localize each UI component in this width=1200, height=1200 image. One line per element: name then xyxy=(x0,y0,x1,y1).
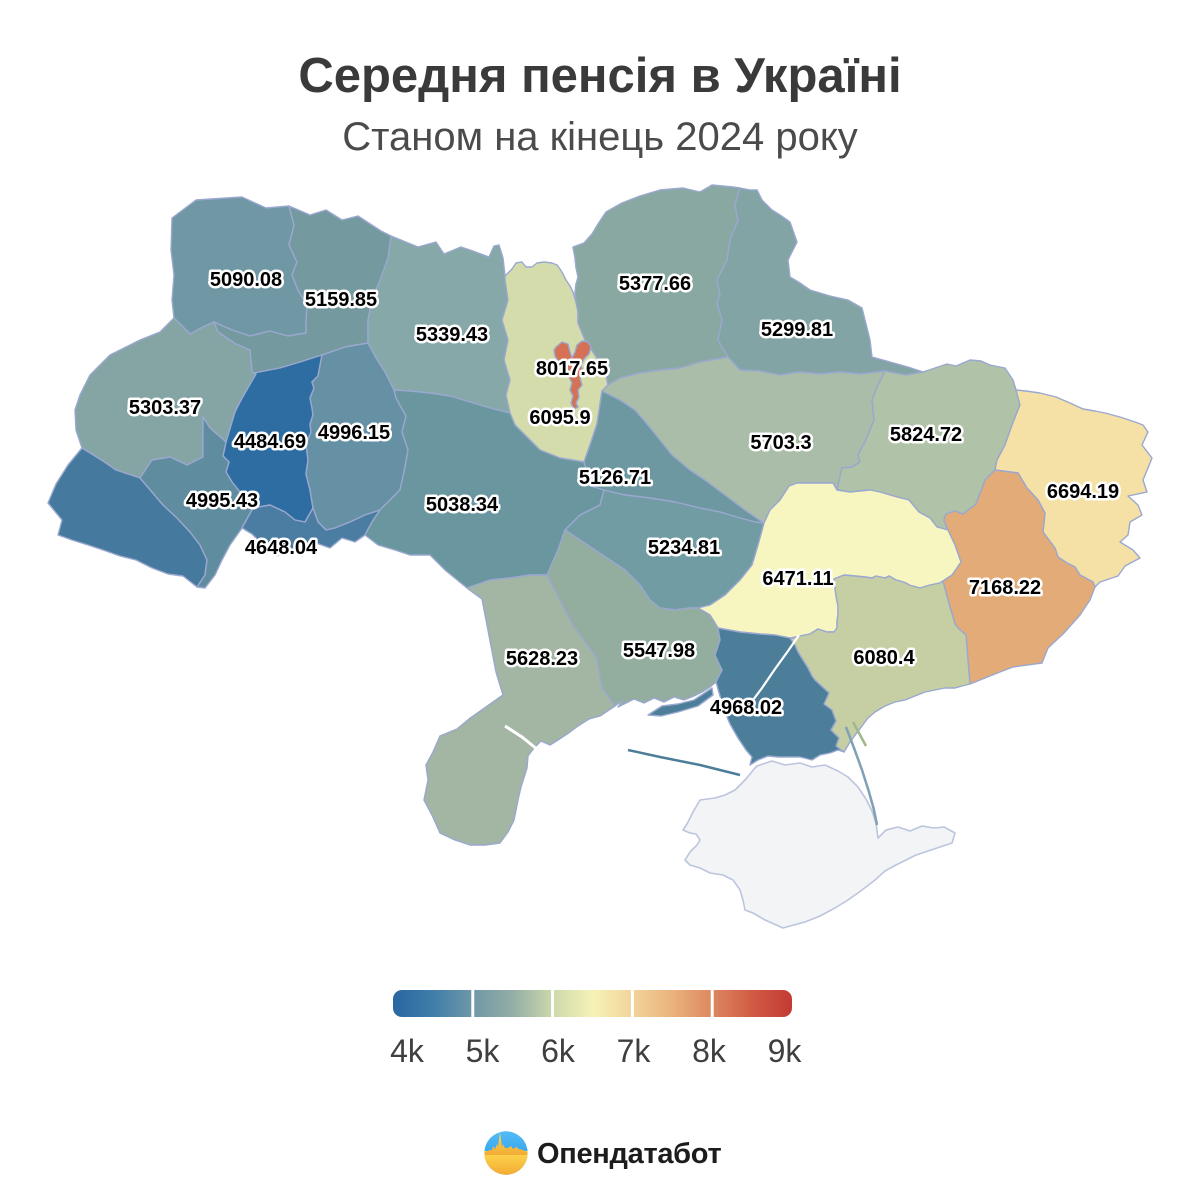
svg-text:7k: 7k xyxy=(617,1033,652,1069)
svg-text:5303.37: 5303.37 xyxy=(129,397,201,419)
svg-text:6k: 6k xyxy=(541,1033,576,1069)
svg-text:4484.69: 4484.69 xyxy=(234,431,306,453)
svg-text:4968.02: 4968.02 xyxy=(710,697,782,719)
svg-text:5159.85: 5159.85 xyxy=(305,289,377,311)
svg-text:5126.71: 5126.71 xyxy=(579,467,651,489)
svg-text:9k: 9k xyxy=(768,1033,803,1069)
svg-text:Середня пенсія в Україні: Середня пенсія в Україні xyxy=(298,49,901,103)
svg-text:5339.43: 5339.43 xyxy=(416,324,488,346)
svg-text:5628.23: 5628.23 xyxy=(506,648,578,670)
svg-text:6080.4: 6080.4 xyxy=(853,647,915,669)
svg-text:7168.22: 7168.22 xyxy=(969,577,1041,599)
svg-text:4996.15: 4996.15 xyxy=(318,422,390,444)
svg-text:5234.81: 5234.81 xyxy=(648,537,720,559)
svg-text:5547.98: 5547.98 xyxy=(623,640,695,662)
svg-text:5299.81: 5299.81 xyxy=(761,319,833,341)
svg-text:Опендатабот: Опендатабот xyxy=(537,1138,721,1170)
svg-text:6694.19: 6694.19 xyxy=(1047,481,1119,503)
svg-text:4k: 4k xyxy=(390,1033,425,1069)
svg-text:Станом на кінець 2024 року: Станом на кінець 2024 року xyxy=(342,115,858,159)
svg-text:5703.3: 5703.3 xyxy=(750,432,811,454)
svg-text:5k: 5k xyxy=(466,1033,501,1069)
svg-text:5038.34: 5038.34 xyxy=(426,494,499,516)
svg-text:8017.65: 8017.65 xyxy=(536,358,608,380)
svg-text:5090.08: 5090.08 xyxy=(210,269,282,291)
svg-text:8k: 8k xyxy=(692,1033,727,1069)
svg-text:5377.66: 5377.66 xyxy=(619,273,691,295)
svg-text:4648.04: 4648.04 xyxy=(245,537,318,559)
svg-text:6095.9: 6095.9 xyxy=(529,407,590,429)
svg-text:4995.43: 4995.43 xyxy=(186,490,258,512)
svg-text:6471.11: 6471.11 xyxy=(762,568,833,590)
svg-text:5824.72: 5824.72 xyxy=(890,424,962,446)
